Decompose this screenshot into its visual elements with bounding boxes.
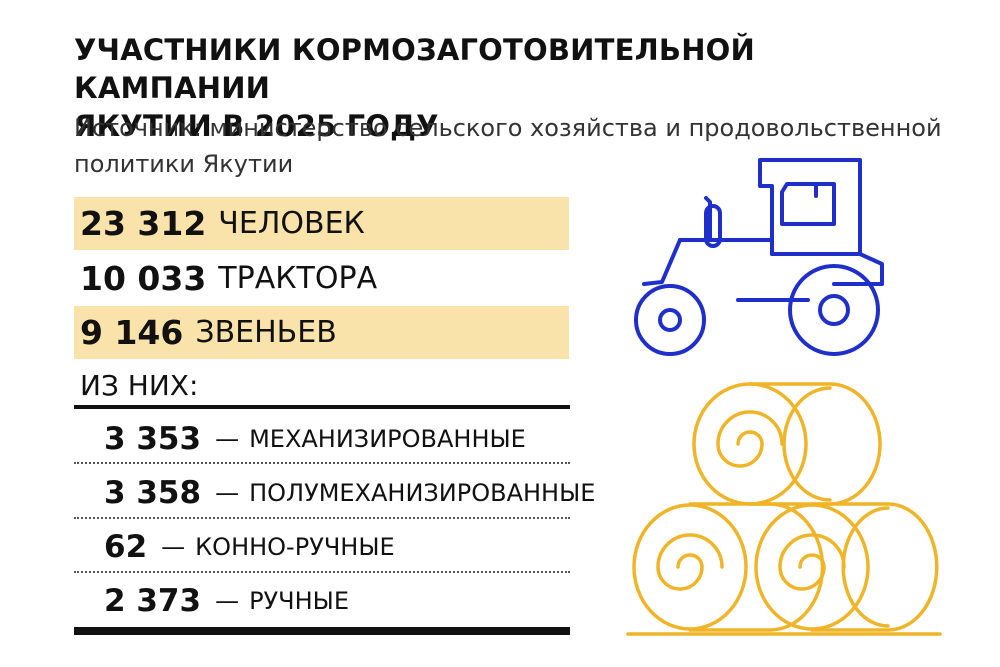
breakdown-dash: — xyxy=(215,479,240,507)
breakdown-dash: — xyxy=(215,587,240,615)
stat-people-number: 23 312 xyxy=(80,204,207,243)
stat-people: 23 312 ЧЕЛОВЕК xyxy=(74,197,569,250)
breakdown-row-horse-manual: 62 — КОННО-РУЧНЫЕ xyxy=(104,522,574,572)
breakdown-number: 62 xyxy=(104,529,148,565)
title-line-2: ЯКУТИИ В 2025 ГОДУ xyxy=(74,109,439,143)
title-line-1: УЧАСТНИКИ КОРМОЗАГОТОВИТЕЛЬНОЙ КАМПАНИИ xyxy=(74,33,756,105)
divider-top xyxy=(74,405,570,409)
stat-tractors: 10 033 ТРАКТОРА xyxy=(74,252,569,305)
stat-teams-unit: ЗВЕНЬЕВ xyxy=(195,315,337,350)
tractor-icon xyxy=(634,158,884,356)
divider-bottom xyxy=(74,627,570,635)
breakdown-dash: — xyxy=(161,533,186,561)
breakdown-label: РУЧНЫЕ xyxy=(249,587,350,615)
breakdown-row-semi-mechanized: 3 358 — ПОЛУМЕХАНИЗИРОВАННЫЕ xyxy=(104,468,595,518)
breakdown-number: 3 358 xyxy=(104,475,202,511)
row-divider xyxy=(74,517,570,519)
illustration xyxy=(626,158,942,636)
source-note: Источник: министерство сельского хозяйст… xyxy=(74,114,942,178)
breakdown-row-mechanized: 3 353 — МЕХАНИЗИРОВАННЫЕ xyxy=(104,414,574,464)
breakdown-row-manual: 2 373 — РУЧНЫЕ xyxy=(104,576,574,626)
breakdown-number: 2 373 xyxy=(104,583,202,619)
breakdown-dash: — xyxy=(215,425,240,453)
breakdown-number: 3 353 xyxy=(104,421,202,457)
stat-people-unit: ЧЕЛОВЕК xyxy=(218,206,365,241)
breakdown-label: МЕХАНИЗИРОВАННЫЕ xyxy=(249,425,526,453)
stat-tractors-unit: ТРАКТОРА xyxy=(218,261,378,296)
row-divider xyxy=(74,462,570,464)
stat-teams-number: 9 146 xyxy=(80,313,184,352)
row-divider xyxy=(74,571,570,573)
hay-bales-icon xyxy=(626,382,942,636)
breakdown-label: ПОЛУМЕХАНИЗИРОВАННЫЕ xyxy=(249,479,596,507)
breakdown-heading: ИЗ НИХ: xyxy=(80,369,199,402)
stat-tractors-number: 10 033 xyxy=(80,259,207,298)
page-title: УЧАСТНИКИ КОРМОЗАГОТОВИТЕЛЬНОЙ КАМПАНИИ … xyxy=(74,31,954,145)
stat-teams: 9 146 ЗВЕНЬЕВ xyxy=(74,306,569,359)
breakdown-label: КОННО-РУЧНЫЕ xyxy=(195,533,395,561)
